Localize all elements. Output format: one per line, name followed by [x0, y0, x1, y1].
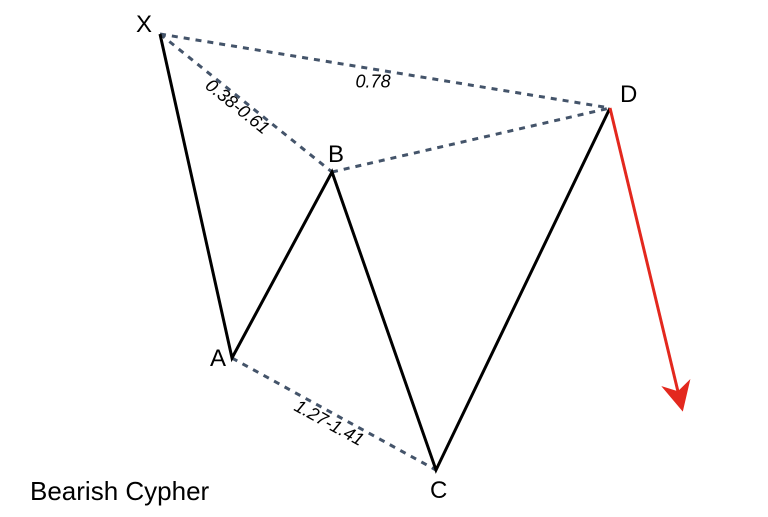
point-label-d: D [620, 81, 637, 108]
point-label-b: B [328, 141, 344, 168]
ratio-ac: 1.27-1.41 [291, 396, 367, 450]
ratio-xb: 0.38-0.61 [202, 75, 274, 138]
ratio-xd: 0.78 [356, 71, 391, 91]
projection-arrow [610, 108, 680, 400]
pattern-title: Bearish Cypher [30, 476, 210, 506]
dashed-BD [332, 108, 610, 172]
point-label-c: C [430, 477, 447, 504]
cypher-diagram: 0.38-0.61 0.78 1.27-1.41 X A B C D Beari… [0, 0, 768, 517]
point-label-a: A [210, 345, 226, 372]
point-label-x: X [136, 11, 152, 38]
